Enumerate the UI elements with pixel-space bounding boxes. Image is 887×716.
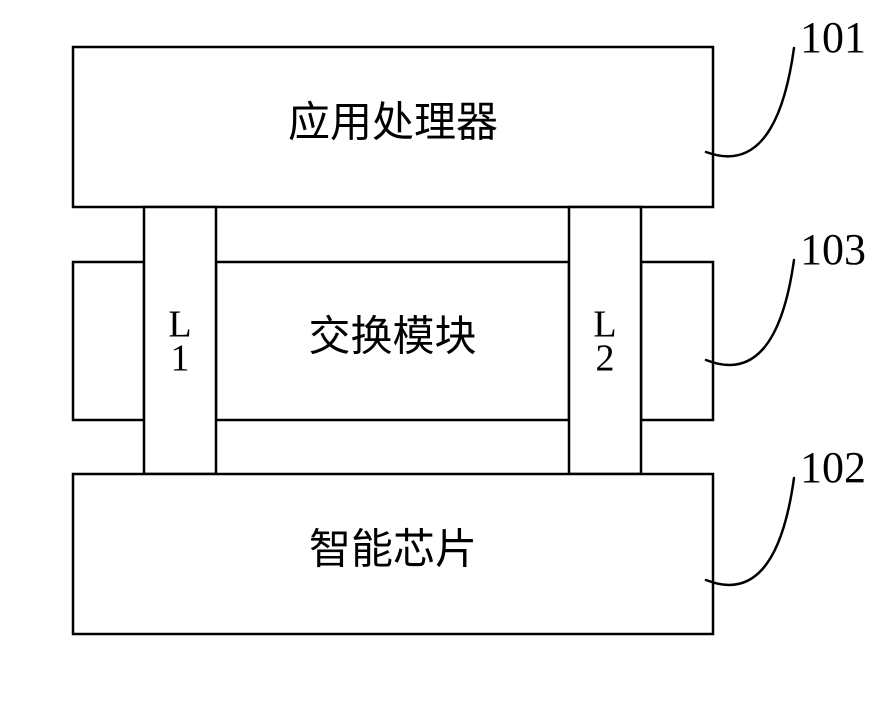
label-application-processor: 应用处理器 [288, 100, 498, 147]
label-switch-module: 交换模块 [308, 314, 476, 361]
callout-number-103: 103 [800, 225, 866, 274]
callout-number-101: 101 [800, 13, 866, 62]
block-middle-right-pad [641, 262, 713, 420]
label-smart-chip: 智能芯片 [309, 528, 477, 574]
label-l2-number: 2 [596, 338, 615, 380]
block-middle-left-pad [73, 262, 144, 420]
label-l1-number: 1 [171, 338, 190, 380]
callout-number-102: 102 [800, 443, 866, 492]
